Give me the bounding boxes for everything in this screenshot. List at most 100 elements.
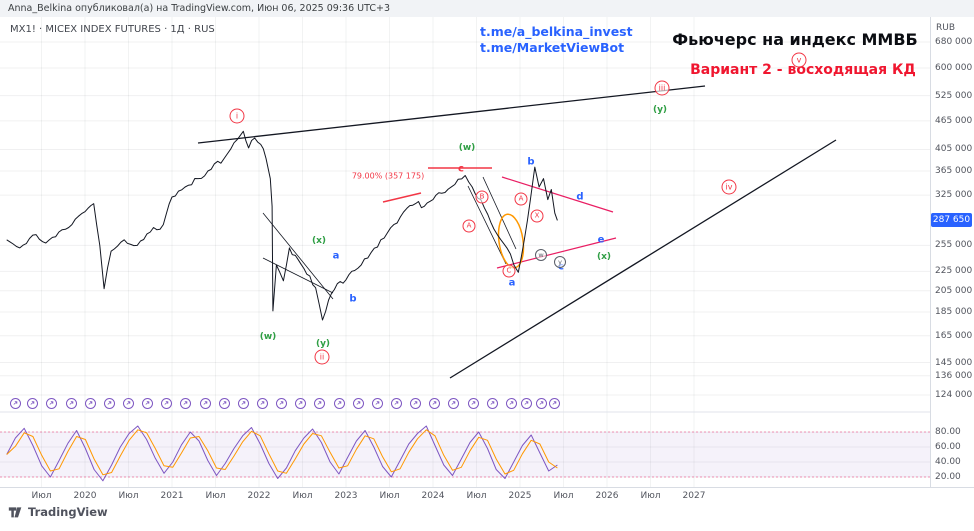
idea-marker-icon[interactable]: ➜	[371, 398, 383, 409]
wave-label: (w)	[259, 332, 277, 342]
idea-marker-icon[interactable]: ➜	[521, 398, 533, 409]
idea-marker-icon[interactable]: ➜	[352, 398, 364, 409]
idea-marker-icon[interactable]: ➜	[549, 398, 561, 409]
idea-marker-icon[interactable]: ➜	[9, 398, 21, 409]
wave-label: X	[530, 209, 544, 223]
idea-marker-icon[interactable]: ➜	[429, 398, 441, 409]
chart-subtitle: Вариант 2 - восходящая КД	[690, 62, 916, 78]
time-axis-label: Июл	[466, 491, 487, 501]
time-axis-label: Июл	[31, 491, 52, 501]
time-axis-label: 2022	[247, 491, 271, 501]
time-axis-label: 2026	[595, 491, 619, 501]
last-price-badge: 287 650	[931, 213, 972, 228]
idea-marker-icon[interactable]: ➜	[84, 398, 96, 409]
wave-label: a	[332, 250, 340, 262]
idea-marker-icon[interactable]: ➜	[448, 398, 460, 409]
price-axis-label: 525 000	[935, 90, 973, 101]
price-axis-label: 185 000	[935, 306, 973, 317]
idea-marker-icon[interactable]: ➜	[276, 398, 288, 409]
oscillator-axis-label: 20.00	[935, 472, 961, 482]
price-axis-label: 136 000	[935, 370, 973, 381]
oscillator-axis-label: 60.00	[935, 442, 961, 452]
currency-label: RUB	[936, 23, 956, 33]
idea-marker-icon[interactable]: ➜	[123, 398, 134, 409]
attribution-bar: Anna_Belkina опубликовал(а) на TradingVi…	[0, 0, 974, 17]
price-axis-label: 465 000	[935, 115, 973, 126]
wave-label: (y)	[315, 339, 331, 349]
telegram-link-bot[interactable]: t.me/MarketViewBot	[480, 40, 625, 55]
wave-label: B	[475, 190, 489, 204]
symbol-title: MX1! · MICEX INDEX FUTURES · 1Д · RUS	[10, 24, 215, 35]
wave-label: (y)	[652, 105, 668, 115]
wave-label: A	[462, 219, 476, 233]
wave-label: 79.00% (357 175)	[351, 171, 425, 181]
time-axis-label: Июл	[553, 491, 574, 501]
idea-marker-icon[interactable]: ➜	[486, 398, 498, 409]
idea-marker-icon[interactable]: ➜	[46, 398, 58, 409]
wave-label: a	[508, 277, 516, 289]
wave-label: w	[535, 249, 547, 261]
telegram-links: t.me/a_belkina_invest t.me/MarketViewBot	[480, 24, 633, 56]
wave-label: ii	[314, 349, 330, 365]
price-axis-label: 405 000	[935, 144, 973, 155]
price-axis-label: 145 000	[935, 357, 973, 368]
idea-marker-icon[interactable]: ➜	[410, 398, 422, 409]
idea-marker-icon[interactable]: ➜	[237, 398, 249, 409]
idea-marker-icon[interactable]: ➜	[314, 398, 326, 409]
idea-marker-icon[interactable]: ➜	[161, 398, 173, 409]
chart-title: Фьючерс на индекс ММВБ	[672, 30, 918, 49]
oscillator-axis-label: 80.00	[935, 427, 961, 437]
wave-label: (x)	[311, 236, 327, 246]
tradingview-logo-icon	[8, 507, 22, 518]
time-axis-label: 2021	[160, 491, 184, 501]
price-axis-label: 205 000	[935, 285, 973, 296]
wave-label: b	[527, 156, 535, 168]
time-axis-label: 2025	[508, 491, 532, 501]
idea-marker-icon[interactable]: ➜	[256, 398, 268, 409]
wave-label: y	[554, 256, 566, 268]
time-axis-label: Июл	[379, 491, 400, 501]
idea-marker-icon[interactable]: ➜	[295, 398, 307, 409]
watermark-label: TradingView	[28, 504, 108, 519]
idea-marker-icon[interactable]: ➜	[218, 398, 230, 409]
wave-label: iii	[654, 80, 670, 96]
idea-marker-icon[interactable]: ➜	[180, 398, 192, 409]
time-axis-label: 2024	[421, 491, 445, 501]
wave-label: i	[229, 108, 245, 124]
price-axis-label: 225 000	[935, 266, 973, 277]
wave-label: v	[791, 52, 807, 68]
time-axis-label: 2020	[73, 491, 97, 501]
time-axis-label: Июл	[292, 491, 313, 501]
price-axis-label: 365 000	[935, 166, 973, 177]
telegram-link-invest[interactable]: t.me/a_belkina_invest	[480, 24, 633, 39]
idea-marker-icon[interactable]: ➜	[65, 398, 77, 409]
oscillator-axis-label: 40.00	[935, 457, 961, 467]
wave-label: c	[458, 163, 464, 175]
idea-marker-icon[interactable]: ➜	[103, 398, 115, 409]
price-axis-label: 325 000	[935, 190, 973, 201]
idea-marker-icon[interactable]: ➜	[536, 398, 548, 409]
wave-label: C	[502, 264, 516, 278]
idea-marker-icon[interactable]: ➜	[505, 398, 517, 409]
price-axis-label: 124 000	[935, 389, 973, 400]
idea-marker-icon[interactable]: ➜	[390, 398, 402, 409]
wave-label: d	[576, 191, 584, 203]
wave-label: A	[514, 192, 528, 206]
wave-label: b	[349, 293, 357, 305]
idea-marker-icon[interactable]: ➜	[142, 398, 154, 409]
time-axis-label: Июл	[640, 491, 661, 501]
price-axis-label: 600 000	[935, 62, 973, 73]
idea-marker-icon[interactable]: ➜	[467, 398, 479, 409]
wave-label: (w)	[458, 143, 476, 153]
price-axis-label: 680 000	[935, 37, 973, 47]
idea-marker-icon[interactable]: ➜	[333, 398, 345, 409]
tradingview-watermark[interactable]: TradingView	[8, 504, 108, 519]
wave-label: e	[597, 234, 605, 246]
wave-label: (x)	[596, 252, 612, 262]
idea-marker-icon[interactable]: ➜	[199, 398, 211, 409]
attribution-text: Anna_Belkina опубликовал(а) на TradingVi…	[8, 3, 390, 14]
wave-label: iv	[721, 179, 737, 195]
idea-marker-icon[interactable]: ➜	[27, 398, 39, 409]
